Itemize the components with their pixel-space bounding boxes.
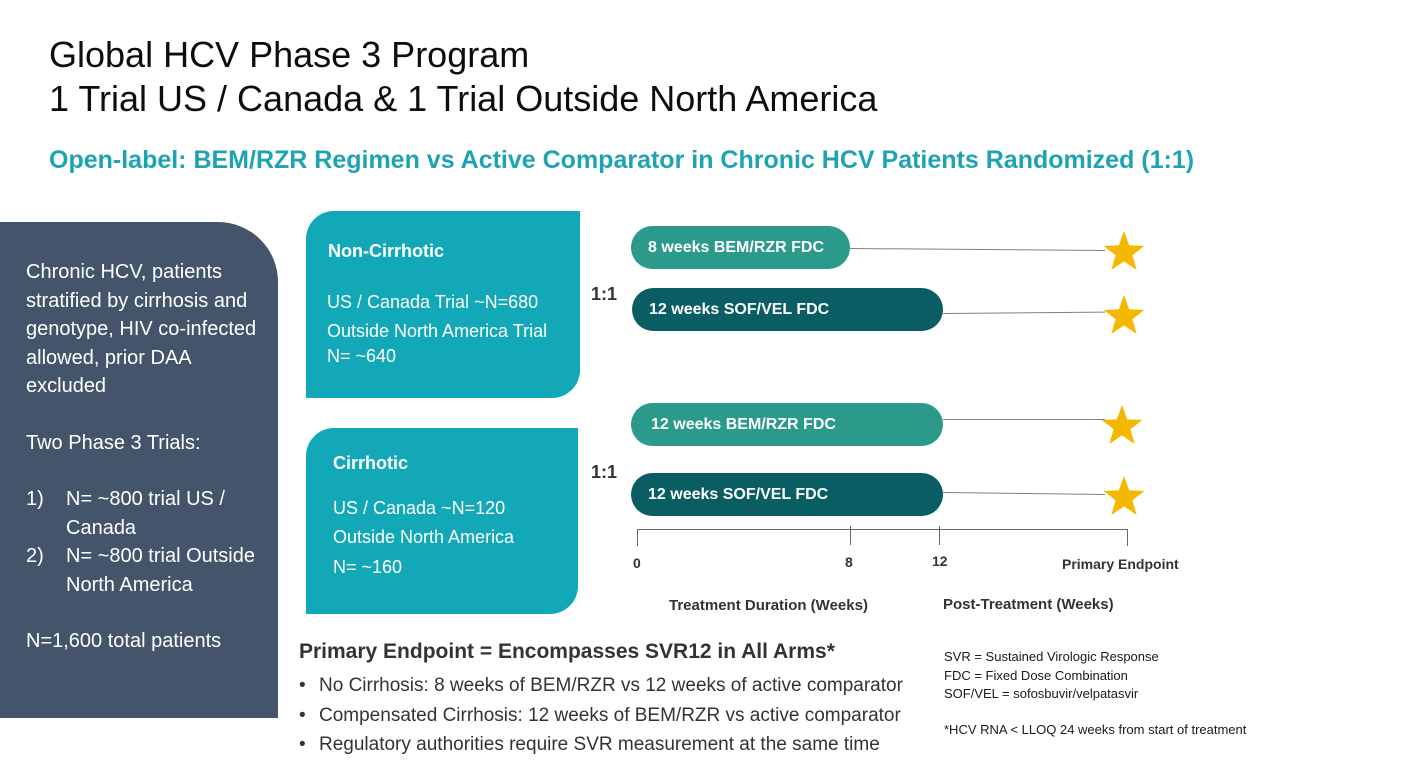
trial-number: 2) [26, 545, 44, 567]
star-icon [1103, 231, 1145, 270]
treatment-duration-title: Treatment Duration (Weeks) [669, 597, 868, 614]
population-panel: Chronic HCV, patients stratified by cirr… [0, 222, 278, 718]
follow-up-line [849, 248, 1105, 252]
cohort-detail: N= ~640 [327, 346, 397, 366]
population-intro: Chronic HCV, patients stratified by cirr… [26, 261, 257, 397]
randomization-ratio: 1:1 [591, 284, 618, 304]
trial-text: N= ~800 trial Outside North America [66, 545, 255, 596]
endpoint-axis-label: Primary Endpoint [1062, 556, 1179, 572]
trials-list: 1) N= ~800 trial US / Canada 2) N= ~800 … [26, 485, 258, 599]
list-item: • Regulatory authorities require SVR meas… [299, 730, 903, 760]
bullet-text: Compensated Cirrhosis: 12 weeks of BEM/R… [319, 704, 901, 726]
abbreviations: SVR = Sustained Virologic Response FDC =… [944, 648, 1159, 704]
cohort-box-non-cirrhotic: Non-Cirrhotic US / Canada Trial ~N=680 O… [306, 211, 580, 398]
title-line-2: 1 Trial US / Canada & 1 Trial Outside No… [49, 78, 878, 119]
abbreviation: SOF/VEL = sofosbuvir/velpatasvir [944, 686, 1139, 701]
follow-up-line [943, 419, 1105, 420]
axis-tick [939, 526, 940, 545]
follow-up-line [942, 311, 1105, 314]
axis-tick [1127, 529, 1128, 546]
bullet-glyph: • [299, 675, 306, 696]
bullet-text: Regulatory authorities require SVR measu… [319, 734, 880, 755]
bullet-glyph: • [299, 734, 306, 755]
arm-bar-12wk-sof-vel: 12 weeks SOF/VEL FDC [631, 473, 943, 516]
abbreviation: FDC = Fixed Dose Combination [944, 667, 1128, 683]
trial-number: 1) [26, 488, 44, 510]
bullet-glyph: • [299, 704, 306, 726]
arm-bar-12wk-bem-rzr: 12 weeks BEM/RZR FDC [631, 403, 943, 446]
star-icon [1103, 476, 1145, 515]
cohort-detail: US / Canada Trial ~N=680 [327, 292, 539, 312]
trial-item: 1) N= ~800 trial US / Canada [26, 485, 258, 542]
axis-tick [850, 526, 851, 545]
cohort-box-cirrhotic: Cirrhotic US / Canada ~N=120 Outside Nor… [306, 428, 578, 614]
primary-endpoint-heading: Primary Endpoint = Encompasses SVR12 in … [299, 640, 835, 663]
cohort-detail: Outside North America [333, 527, 515, 547]
timeline-axis [637, 529, 1128, 530]
trials-heading: Two Phase 3 Trials: [26, 431, 201, 454]
trial-item: 2) N= ~800 trial Outside North America [26, 542, 258, 599]
tick-label-8: 8 [845, 554, 853, 570]
list-item: • No Cirrhosis: 8 weeks of BEM/RZR vs 12 … [299, 671, 903, 701]
footnote: *HCV RNA < LLOQ 24 weeks from start of t… [944, 722, 1247, 737]
abbreviation: SVR = Sustained Virologic Response [944, 649, 1159, 664]
cohort-title: Non-Cirrhotic [328, 241, 444, 261]
trial-text: N= ~800 trial US / Canada [66, 488, 225, 539]
tick-label-12: 12 [932, 553, 948, 569]
randomization-ratio: 1:1 [591, 462, 618, 482]
post-treatment-title: Post-Treatment (Weeks) [943, 596, 1114, 613]
page-title: Global HCV Phase 3 Program 1 Trial US / … [49, 33, 877, 121]
star-icon [1103, 295, 1145, 334]
endpoint-bullets: • No Cirrhosis: 8 weeks of BEM/RZR vs 12 … [299, 671, 903, 760]
star-icon [1101, 405, 1143, 444]
cohort-detail: US / Canada ~N=120 [333, 498, 506, 518]
total-patients: N=1,600 total patients [26, 630, 222, 652]
title-line-1: Global HCV Phase 3 Program [49, 34, 530, 75]
tick-label-0: 0 [633, 555, 641, 571]
arm-bar-8wk-bem-rzr: 8 weeks BEM/RZR FDC [631, 226, 850, 269]
cohort-detail: Outside North America Trial [327, 321, 548, 341]
axis-tick [637, 529, 638, 546]
follow-up-line [942, 492, 1105, 495]
bullet-text: No Cirrhosis: 8 weeks of BEM/RZR vs 12 w… [319, 675, 903, 696]
subtitle: Open-label: BEM/RZR Regimen vs Active Co… [49, 146, 1195, 174]
arm-bar-12wk-sof-vel: 12 weeks SOF/VEL FDC [632, 288, 943, 331]
cohort-detail: N= ~160 [333, 557, 403, 577]
cohort-title: Cirrhotic [333, 453, 409, 473]
list-item: • Compensated Cirrhosis: 12 weeks of BEM/… [299, 701, 903, 731]
